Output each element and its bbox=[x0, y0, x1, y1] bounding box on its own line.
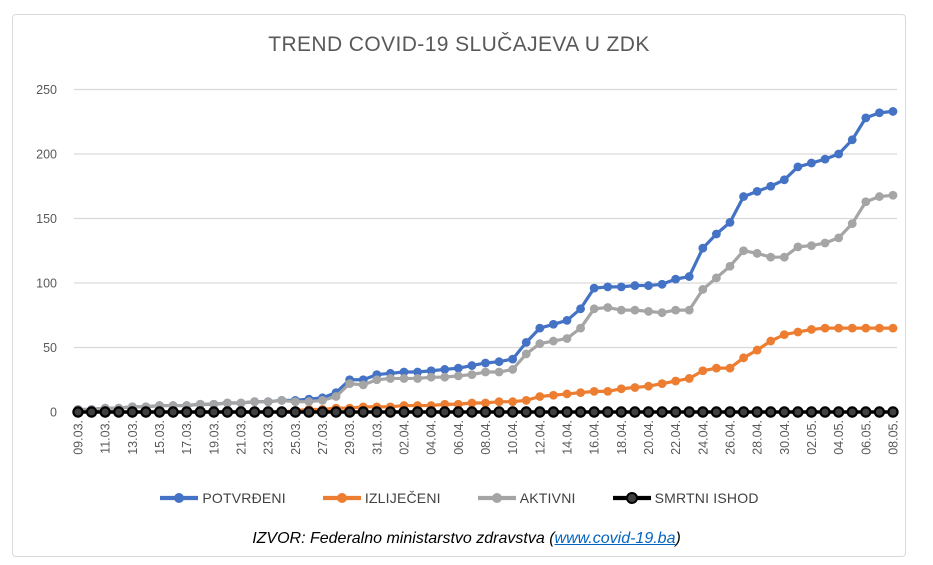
legend-label: IZLIJEČENI bbox=[364, 490, 441, 506]
svg-text:24.04.: 24.04. bbox=[696, 420, 710, 455]
svg-text:27.03.: 27.03. bbox=[316, 420, 330, 455]
legend-marker-icon bbox=[160, 493, 199, 503]
legend-marker-icon bbox=[477, 493, 516, 503]
svg-text:17.03.: 17.03. bbox=[180, 420, 194, 455]
svg-text:23.03.: 23.03. bbox=[262, 420, 276, 455]
svg-text:250: 250 bbox=[36, 83, 57, 97]
x-axis-labels: 09.03. 11.03. 13.03. 15.03. 17.03. 19.03. 21.0… bbox=[72, 420, 901, 455]
svg-text:13.03.: 13.03. bbox=[126, 420, 140, 455]
svg-text:04.04.: 04.04. bbox=[425, 420, 439, 455]
chart-title: TREND COVID-19 SLUČAJEVA U ZDK bbox=[268, 33, 650, 56]
series-aktivni bbox=[73, 190, 898, 414]
legend-marker-icon bbox=[612, 492, 651, 504]
svg-text:08.04.: 08.04. bbox=[479, 420, 493, 455]
chart-frame bbox=[12, 14, 906, 557]
source-text: IZVOR: Federalno ministarstvo zdravstva … bbox=[252, 530, 555, 547]
y-axis-labels: 0 50 100 150 200 250 bbox=[36, 83, 57, 420]
legend-item-potvrdeni: POTVRĐENI bbox=[159, 490, 286, 506]
legend: POTVRĐENI IZLIJEČENI AKTIVNI SMRTNI ISHOD bbox=[12, 490, 906, 506]
svg-text:06.04.: 06.04. bbox=[452, 420, 466, 455]
legend-label: SMRTNI ISHOD bbox=[654, 490, 759, 506]
svg-text:0: 0 bbox=[50, 406, 57, 420]
svg-text:16.04.: 16.04. bbox=[588, 420, 602, 455]
source-line: IZVOR: Federalno ministarstvo zdravstva … bbox=[0, 530, 933, 548]
svg-text:150: 150 bbox=[36, 212, 57, 226]
svg-text:200: 200 bbox=[36, 148, 57, 162]
svg-text:10.04.: 10.04. bbox=[506, 420, 520, 455]
legend-item-izlijeceni: IZLIJEČENI bbox=[322, 490, 441, 506]
svg-text:15.03.: 15.03. bbox=[153, 420, 167, 455]
svg-text:26.04.: 26.04. bbox=[723, 420, 737, 455]
svg-text:04.05.: 04.05. bbox=[832, 420, 846, 455]
legend-label: POTVRĐENI bbox=[202, 490, 286, 506]
legend-item-aktivni: AKTIVNI bbox=[477, 490, 576, 506]
svg-text:14.04.: 14.04. bbox=[560, 420, 574, 455]
svg-text:02.05.: 02.05. bbox=[805, 420, 819, 455]
svg-text:21.03.: 21.03. bbox=[234, 420, 248, 455]
series-smrtni-ishod bbox=[72, 406, 899, 418]
source-suffix: ) bbox=[675, 530, 681, 547]
svg-text:30.04.: 30.04. bbox=[778, 420, 792, 455]
svg-text:02.04.: 02.04. bbox=[397, 420, 411, 455]
svg-text:12.04.: 12.04. bbox=[533, 420, 547, 455]
svg-text:25.03.: 25.03. bbox=[289, 420, 303, 455]
svg-text:50: 50 bbox=[43, 341, 57, 355]
legend-item-smrtni-ishod: SMRTNI ISHOD bbox=[612, 490, 759, 506]
svg-text:22.04.: 22.04. bbox=[669, 420, 683, 455]
svg-text:19.03.: 19.03. bbox=[207, 420, 221, 455]
svg-text:31.03.: 31.03. bbox=[370, 420, 384, 455]
legend-marker-icon bbox=[322, 493, 361, 503]
svg-text:20.04.: 20.04. bbox=[642, 420, 656, 455]
legend-label: AKTIVNI bbox=[519, 490, 576, 506]
svg-text:100: 100 bbox=[36, 277, 57, 291]
svg-text:11.03.: 11.03. bbox=[99, 420, 113, 454]
svg-text:18.04.: 18.04. bbox=[615, 420, 629, 455]
svg-text:06.05.: 06.05. bbox=[859, 420, 873, 455]
svg-text:28.04.: 28.04. bbox=[751, 420, 765, 455]
svg-text:09.03.: 09.03. bbox=[72, 420, 86, 455]
svg-text:29.03.: 29.03. bbox=[343, 420, 357, 455]
source-link[interactable]: www.covid-19.ba bbox=[554, 530, 676, 547]
svg-text:08.05.: 08.05. bbox=[886, 420, 900, 455]
